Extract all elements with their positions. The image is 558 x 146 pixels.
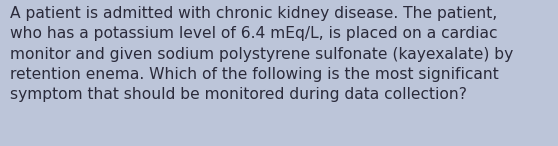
Text: A patient is admitted with chronic kidney disease. The patient,
who has a potass: A patient is admitted with chronic kidne… bbox=[10, 6, 513, 102]
